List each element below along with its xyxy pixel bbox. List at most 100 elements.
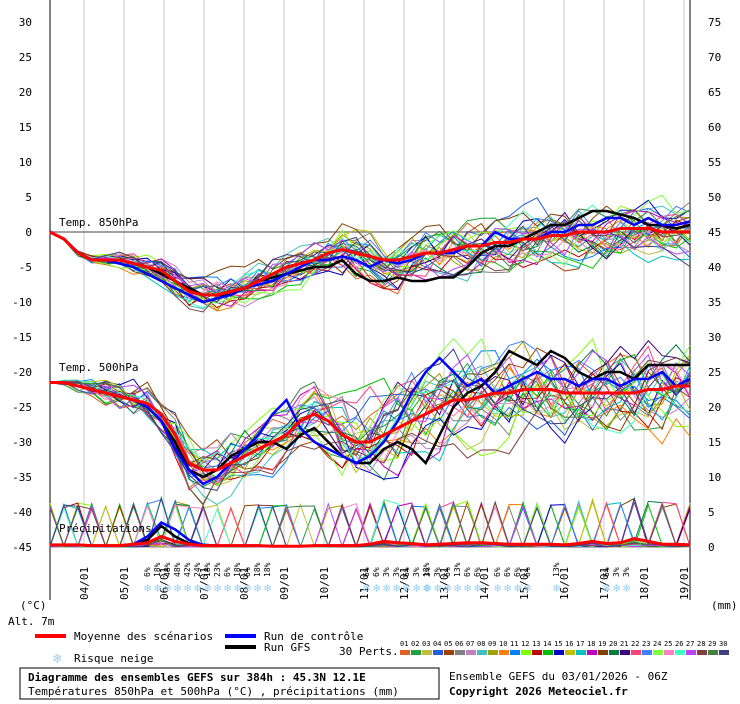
- snow-risk-percent: 6%: [402, 567, 411, 577]
- member-number: 28: [697, 640, 705, 648]
- legend-gfs-label: Run GFS: [264, 641, 310, 654]
- snow-risk-marker: 48% ❄: [173, 562, 182, 595]
- snow-risk-marker: 6% ❄: [243, 567, 252, 595]
- x-date-label: 07/01: [198, 567, 211, 600]
- legend-snow-label: Risque neige: [74, 652, 153, 665]
- member-number: 10: [499, 640, 507, 648]
- right-tick-label: 30: [708, 331, 721, 344]
- member-color-swatch: [708, 650, 718, 655]
- snow-risk-marker: 3% ❄: [392, 567, 401, 595]
- member-color-swatch: [477, 650, 487, 655]
- member-number: 27: [686, 640, 694, 648]
- altitude-label: Alt. 7m: [8, 615, 55, 628]
- ensemble-member-legend: 01 02 03 04 05 06 07 08 09 10 11 12 13 14 15 16 17 18 19 20…: [400, 640, 729, 655]
- ensemble-run-info: Ensemble GEFS du 03/01/2026 - 06Z: [449, 670, 668, 683]
- member-number: 09: [488, 640, 496, 648]
- footer-box: [19, 667, 440, 700]
- member-number: 15: [554, 640, 562, 648]
- member-number: 25: [664, 640, 672, 648]
- x-date-label: 09/01: [278, 567, 291, 600]
- snow-risk-percent: 18%: [203, 562, 212, 577]
- snow-risk-marker: 18% ❄: [153, 562, 162, 595]
- member-number: 06: [455, 640, 463, 648]
- member-color-swatch: [499, 650, 509, 655]
- right-tick-label: 55: [708, 156, 721, 169]
- snow-risk-marker: 6% ❄: [402, 567, 411, 595]
- snowflake-icon: ❄: [464, 581, 471, 595]
- snowflake-icon: ❄: [524, 581, 531, 595]
- member-color-swatch: [576, 650, 586, 655]
- member-number: 13: [532, 640, 540, 648]
- copyright-text: Copyright 2026 Meteociel.fr: [449, 685, 628, 698]
- snow-risk-marker: 3% ❄: [622, 567, 631, 595]
- member-color-swatch: [620, 650, 630, 655]
- snow-risk-percent: 24%: [193, 562, 202, 577]
- snow-risk-marker: 23% ❄: [213, 562, 222, 595]
- member-number: 17: [576, 640, 584, 648]
- snow-risk-percent: 13%: [552, 562, 561, 577]
- left-tick-label: -35: [12, 471, 32, 484]
- snowflake-icon: ❄: [244, 581, 251, 595]
- snow-risk-percent: 13%: [453, 562, 462, 577]
- snowflake-icon: ❄: [403, 581, 410, 595]
- snow-risk-markers: 6%❄18%❄48%❄48%❄42%❄24%❄18%❄23%❄6%❄18%❄6%…: [143, 562, 631, 595]
- right-tick-label: 25: [708, 366, 721, 379]
- snow-risk-percent: 6%: [463, 567, 472, 577]
- left-tick-label: -20: [12, 366, 32, 379]
- main-series: [49, 209, 691, 548]
- snowflake-icon: ❄: [504, 581, 511, 595]
- x-date-label: 17/01: [598, 567, 611, 600]
- right-tick-label: 40: [708, 261, 721, 274]
- footer-subtitle: Températures 850hPa et 500hPa (°C) , pré…: [28, 685, 399, 698]
- series-t500-line: [50, 356, 691, 486]
- snowflake-icon: ❄: [164, 581, 171, 595]
- member-number: 23: [642, 640, 650, 648]
- right-tick-label: 20: [708, 401, 721, 414]
- left-tick-label: 5: [25, 191, 32, 204]
- member-number: 04: [433, 640, 441, 648]
- x-date-label: 08/01: [238, 567, 251, 600]
- member-number: 22: [631, 640, 639, 648]
- snowflake-icon: ❄: [363, 581, 370, 595]
- x-date-label: 14/01: [478, 567, 491, 600]
- snow-risk-marker: 6% ❄: [362, 567, 371, 595]
- section-label-500: Temp. 500hPa: [59, 361, 138, 374]
- snow-risk-marker: 18% ❄: [203, 562, 212, 595]
- snowflake-icon: ❄: [603, 581, 610, 595]
- member-number: 08: [477, 640, 485, 648]
- snowflake-icon: ❄: [444, 581, 451, 595]
- left-tick-label: -15: [12, 331, 32, 344]
- series-t500-line: [50, 381, 690, 472]
- snow-risk-percent: 18%: [263, 562, 272, 577]
- left-tick-label: -40: [12, 506, 32, 519]
- member-number: 12: [521, 640, 529, 648]
- member-color-swatch: [697, 650, 707, 655]
- snow-risk-marker: 24% ❄: [193, 562, 202, 595]
- member-color-swatch: [653, 650, 663, 655]
- left-tick-label: 25: [19, 51, 32, 64]
- member-number: 07: [466, 640, 474, 648]
- snow-risk-percent: 48%: [163, 562, 172, 577]
- snow-risk-percent: 6%: [372, 567, 381, 577]
- snow-risk-percent: 3%: [382, 567, 391, 577]
- snow-risk-percent: 3%: [612, 567, 621, 577]
- left-axis-unit: (°C): [20, 599, 47, 612]
- legend: Moyenne des scénarios Run de contrôle Ru…: [35, 630, 729, 667]
- member-color-swatch: [543, 650, 553, 655]
- ensemble-member-count: 30 Perts.: [339, 645, 399, 658]
- member-number: 19: [598, 640, 606, 648]
- series-precip-line: [50, 534, 691, 548]
- snow-risk-percent: 6%: [223, 567, 232, 577]
- member-color-swatch: [433, 650, 443, 655]
- x-date-label: 18/01: [638, 567, 651, 600]
- member-precip-line: [49, 496, 691, 548]
- right-tick-label: 65: [708, 86, 721, 99]
- legend-control-label: Run de contrôle: [264, 630, 363, 643]
- member-number: 30: [719, 640, 727, 648]
- right-tick-label: 5: [708, 506, 715, 519]
- x-date-label: 16/01: [558, 567, 571, 600]
- snow-risk-percent: 3%: [392, 567, 401, 577]
- member-number: 29: [708, 640, 716, 648]
- member-color-swatch: [675, 650, 685, 655]
